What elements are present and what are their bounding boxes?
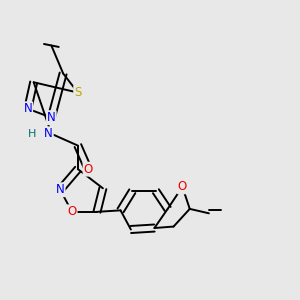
Text: S: S: [74, 86, 82, 99]
Text: O: O: [83, 163, 93, 176]
Text: N: N: [23, 102, 32, 115]
Text: H: H: [28, 129, 36, 139]
Text: N: N: [47, 111, 56, 124]
Text: O: O: [178, 180, 187, 193]
Text: O: O: [67, 205, 76, 218]
Text: N: N: [56, 183, 64, 196]
Text: N: N: [44, 127, 53, 140]
